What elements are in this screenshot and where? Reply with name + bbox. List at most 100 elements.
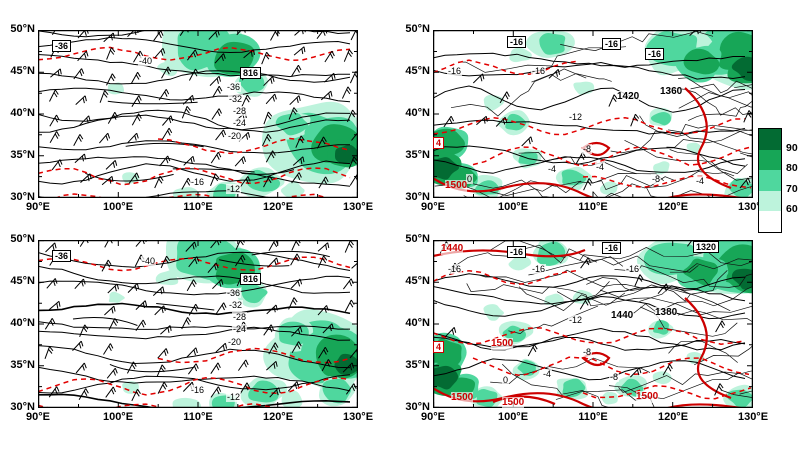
contour-label: 1440 bbox=[611, 310, 634, 322]
x-tick-label: 90°E bbox=[26, 201, 50, 213]
contour-label: -16 bbox=[190, 177, 206, 188]
contour-label: -4 bbox=[595, 162, 606, 173]
contour-label: -8 bbox=[651, 174, 662, 185]
y-tick-label: 35°N bbox=[10, 359, 35, 371]
x-tick-label: 110°E bbox=[183, 201, 213, 213]
colorbar-segment bbox=[759, 170, 781, 191]
map-panel-bottom-left: 90°E 100°E 110°E 120°E 130°E 50°N 45°N 40°N 35°N… bbox=[10, 233, 373, 423]
x-tick-label: 90°E bbox=[26, 411, 50, 423]
contour-label: -4 bbox=[542, 369, 553, 380]
contour-label: 1500 bbox=[491, 338, 514, 350]
y-tick-label: 40°N bbox=[405, 317, 430, 329]
colorbar: 90 80 70 60 bbox=[758, 128, 798, 236]
map-canvas-top-right bbox=[433, 30, 753, 198]
contour-label: -24 bbox=[232, 324, 248, 335]
contour-label: -16 bbox=[447, 264, 463, 275]
x-tick-label: 90°E bbox=[421, 201, 445, 213]
x-tick-label: 130°E bbox=[342, 201, 374, 213]
map-panel-top-right: 90°E 100°E 110°E 120°E 130°E 50°N 45°N 40°N 35°N… bbox=[405, 23, 768, 213]
contour-label: -36 bbox=[52, 250, 72, 263]
y-tick-label: 45°N bbox=[10, 65, 35, 77]
y-tick-label: 45°N bbox=[405, 65, 430, 77]
contour-label: 1500 bbox=[451, 392, 474, 404]
contour-label: -20 bbox=[227, 337, 243, 348]
y-tick-label: 50°N bbox=[405, 233, 430, 245]
x-tick-label: 100°E bbox=[102, 201, 134, 213]
y-tick-label: 30°N bbox=[10, 191, 35, 203]
contour-label: -16 bbox=[190, 385, 206, 396]
contour-label: -16 bbox=[645, 48, 665, 61]
contour-label: -4 bbox=[547, 164, 558, 175]
map-canvas-bottom-left bbox=[38, 240, 358, 408]
map-panel-bottom-right: 90°E 100°E 110°E 120°E 130°E 50°N 45°N 40°N 35°N… bbox=[405, 233, 768, 423]
contour-label: -16 bbox=[602, 242, 622, 255]
contour-label: -16 bbox=[531, 66, 547, 77]
x-tick-label: 130°E bbox=[737, 411, 769, 423]
contour-label: -36 bbox=[226, 288, 242, 299]
contour-label: -12 bbox=[226, 392, 242, 403]
colorbar-segment bbox=[759, 190, 781, 212]
x-tick-label: 100°E bbox=[497, 411, 529, 423]
contour-label: -8 bbox=[582, 144, 593, 155]
colorbar-bar bbox=[758, 128, 782, 233]
colorbar-segment bbox=[759, 211, 781, 232]
contour-label: -28 bbox=[232, 312, 248, 323]
x-tick-label: 120°E bbox=[657, 201, 689, 213]
y-tick-label: 35°N bbox=[405, 359, 430, 371]
x-tick-label: 120°E bbox=[262, 201, 294, 213]
contour-label: -12 bbox=[226, 184, 242, 195]
contour-label: -4 bbox=[695, 176, 706, 187]
y-tick-label: 50°N bbox=[405, 23, 430, 35]
contour-label: -32 bbox=[228, 300, 244, 311]
contour-label: -16 bbox=[507, 36, 527, 49]
contour-label: -8 bbox=[582, 347, 593, 358]
contour-label: 1380 bbox=[655, 307, 678, 319]
y-tick-label: 30°N bbox=[405, 191, 430, 203]
contour-label: -16 bbox=[507, 246, 527, 259]
y-tick-label: 40°N bbox=[10, 317, 35, 329]
x-tick-label: 110°E bbox=[578, 201, 608, 213]
colorbar-segment bbox=[759, 129, 781, 150]
y-tick-label: 45°N bbox=[405, 275, 430, 287]
contour-label: -16 bbox=[531, 264, 547, 275]
contour-label: 4 bbox=[433, 137, 445, 150]
x-tick-label: 110°E bbox=[578, 411, 608, 423]
colorbar-tick-label: 90 bbox=[786, 141, 798, 154]
x-tick-label: 90°E bbox=[421, 411, 445, 423]
contour-label: 1500 bbox=[502, 397, 525, 409]
map-canvas-bottom-right bbox=[433, 240, 753, 408]
contour-label: 816 bbox=[240, 273, 262, 286]
contour-label: 1440 bbox=[441, 243, 464, 255]
contour-label: -40 bbox=[138, 56, 154, 67]
y-tick-label: 50°N bbox=[10, 23, 35, 35]
colorbar-tick-label: 70 bbox=[786, 182, 798, 195]
contour-label: -20 bbox=[227, 131, 243, 142]
x-tick-label: 120°E bbox=[262, 411, 294, 423]
contour-label: 1500 bbox=[636, 391, 659, 403]
contour-label: 816 bbox=[240, 67, 262, 80]
contour-label: -36 bbox=[226, 82, 242, 93]
y-tick-label: 40°N bbox=[10, 107, 35, 119]
y-tick-label: 35°N bbox=[10, 149, 35, 161]
contour-label: -16 bbox=[447, 66, 463, 77]
colorbar-segment bbox=[759, 149, 781, 171]
y-tick-label: 30°N bbox=[10, 401, 35, 413]
y-tick-label: 40°N bbox=[405, 107, 430, 119]
contour-label: -12 bbox=[568, 112, 584, 123]
map-panel-top-left: 90°E 100°E 110°E 120°E 130°E 50°N 45°N 40°N 35°N… bbox=[10, 23, 373, 213]
contour-label: 1500 bbox=[445, 180, 468, 192]
contour-label: 0 bbox=[466, 174, 474, 185]
contour-label: -16 bbox=[602, 38, 622, 51]
contour-label: 0 bbox=[502, 375, 510, 386]
contour-label: -40 bbox=[141, 256, 157, 267]
y-tick-label: 30°N bbox=[405, 401, 430, 413]
contour-label: 1420 bbox=[617, 91, 640, 103]
colorbar-tick-label: 60 bbox=[786, 203, 798, 216]
x-tick-label: 100°E bbox=[102, 411, 134, 423]
contour-label: -16 bbox=[625, 264, 641, 275]
x-tick-label: 130°E bbox=[342, 411, 374, 423]
x-tick-label: 110°E bbox=[183, 411, 213, 423]
contour-label: -32 bbox=[228, 94, 244, 105]
map-canvas-top-left bbox=[38, 30, 358, 198]
